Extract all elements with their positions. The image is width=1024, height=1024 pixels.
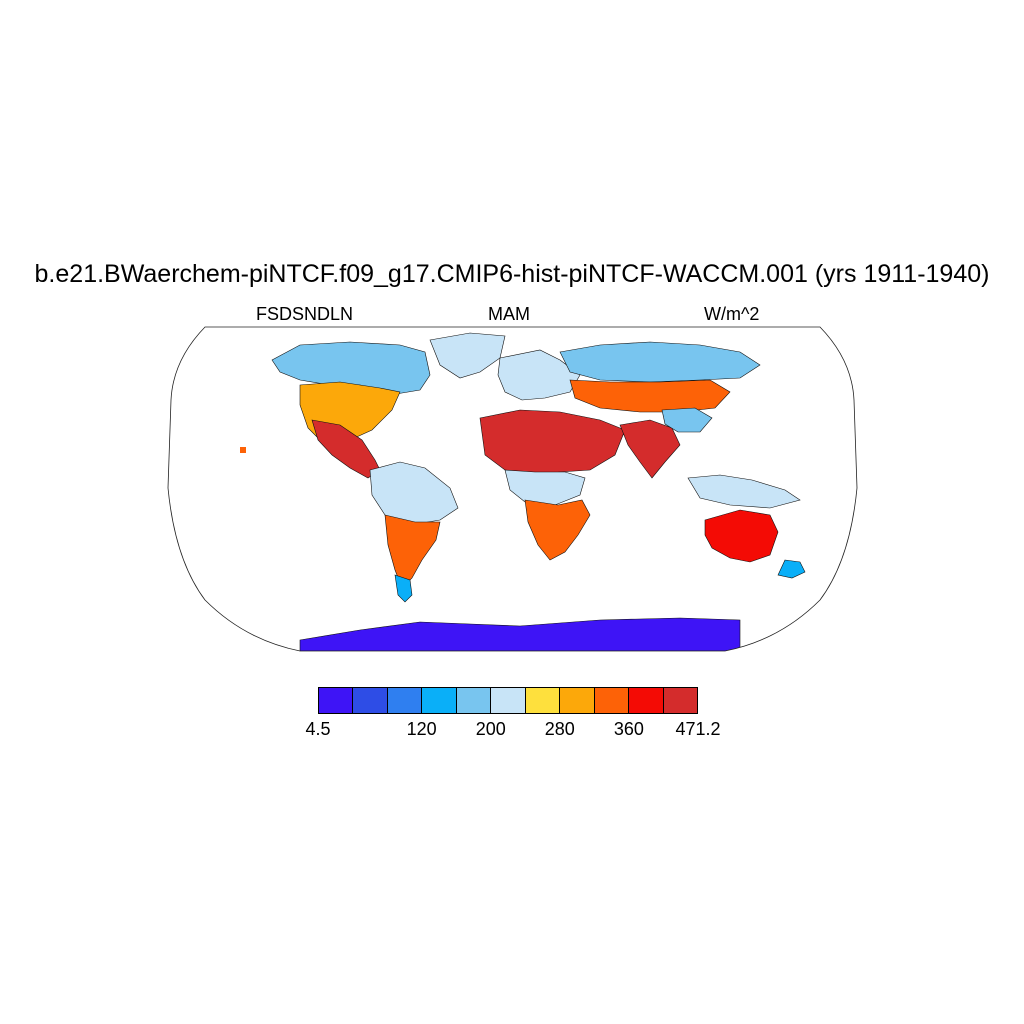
- map-outline: [167, 326, 858, 652]
- region-south-america-south: [384, 514, 441, 589]
- colorbar-box: [628, 687, 664, 714]
- region-greenland: [429, 332, 506, 379]
- colorbar-box: [352, 687, 388, 714]
- region-southern-africa: [524, 499, 591, 561]
- colorbar-tick-label: 471.2: [675, 719, 721, 739]
- region-hawaii: [240, 447, 246, 453]
- region-central-africa: [504, 469, 586, 506]
- units-label: W/m^2: [704, 304, 760, 324]
- colorbar-box: [455, 687, 492, 714]
- region-maritime-continent: [687, 474, 801, 509]
- figure-title: b.e21.BWaerchem-piNTCF.f09_g17.CMIP6-his…: [34, 260, 990, 288]
- region-tibet: [661, 407, 713, 433]
- colorbar-box: [662, 687, 698, 714]
- region-siberia: [559, 341, 761, 383]
- region-patagonia: [394, 574, 413, 603]
- variable-label: FSDSNDLN: [256, 304, 354, 324]
- colorbar-tick-label: 280: [544, 719, 575, 739]
- region-sahara-arabia: [479, 409, 626, 476]
- colorbar-tick-label: 200: [475, 719, 506, 739]
- region-canada-arctic: [271, 341, 431, 396]
- region-australia: [704, 509, 779, 563]
- colorbar-box: [386, 687, 423, 714]
- colorbar-tick-label: 120: [406, 719, 437, 739]
- colorbar-box: [559, 687, 595, 714]
- colorbar: [318, 687, 698, 714]
- region-europe: [497, 349, 581, 401]
- season-label: MAM: [488, 304, 530, 324]
- colorbar-box: [593, 687, 630, 714]
- region-central-asia: [569, 379, 731, 413]
- colorbar-box: [524, 687, 561, 714]
- region-antarctica: [299, 617, 741, 651]
- region-new-zealand: [777, 559, 806, 579]
- colorbar-box: [318, 687, 354, 714]
- colorbar-box: [490, 687, 526, 714]
- colorbar-tick-label: 360: [613, 719, 644, 739]
- region-india: [619, 419, 681, 479]
- region-south-america-north: [369, 461, 459, 526]
- colorbar-box: [421, 687, 457, 714]
- colorbar-tick-label: 4.5: [305, 719, 331, 739]
